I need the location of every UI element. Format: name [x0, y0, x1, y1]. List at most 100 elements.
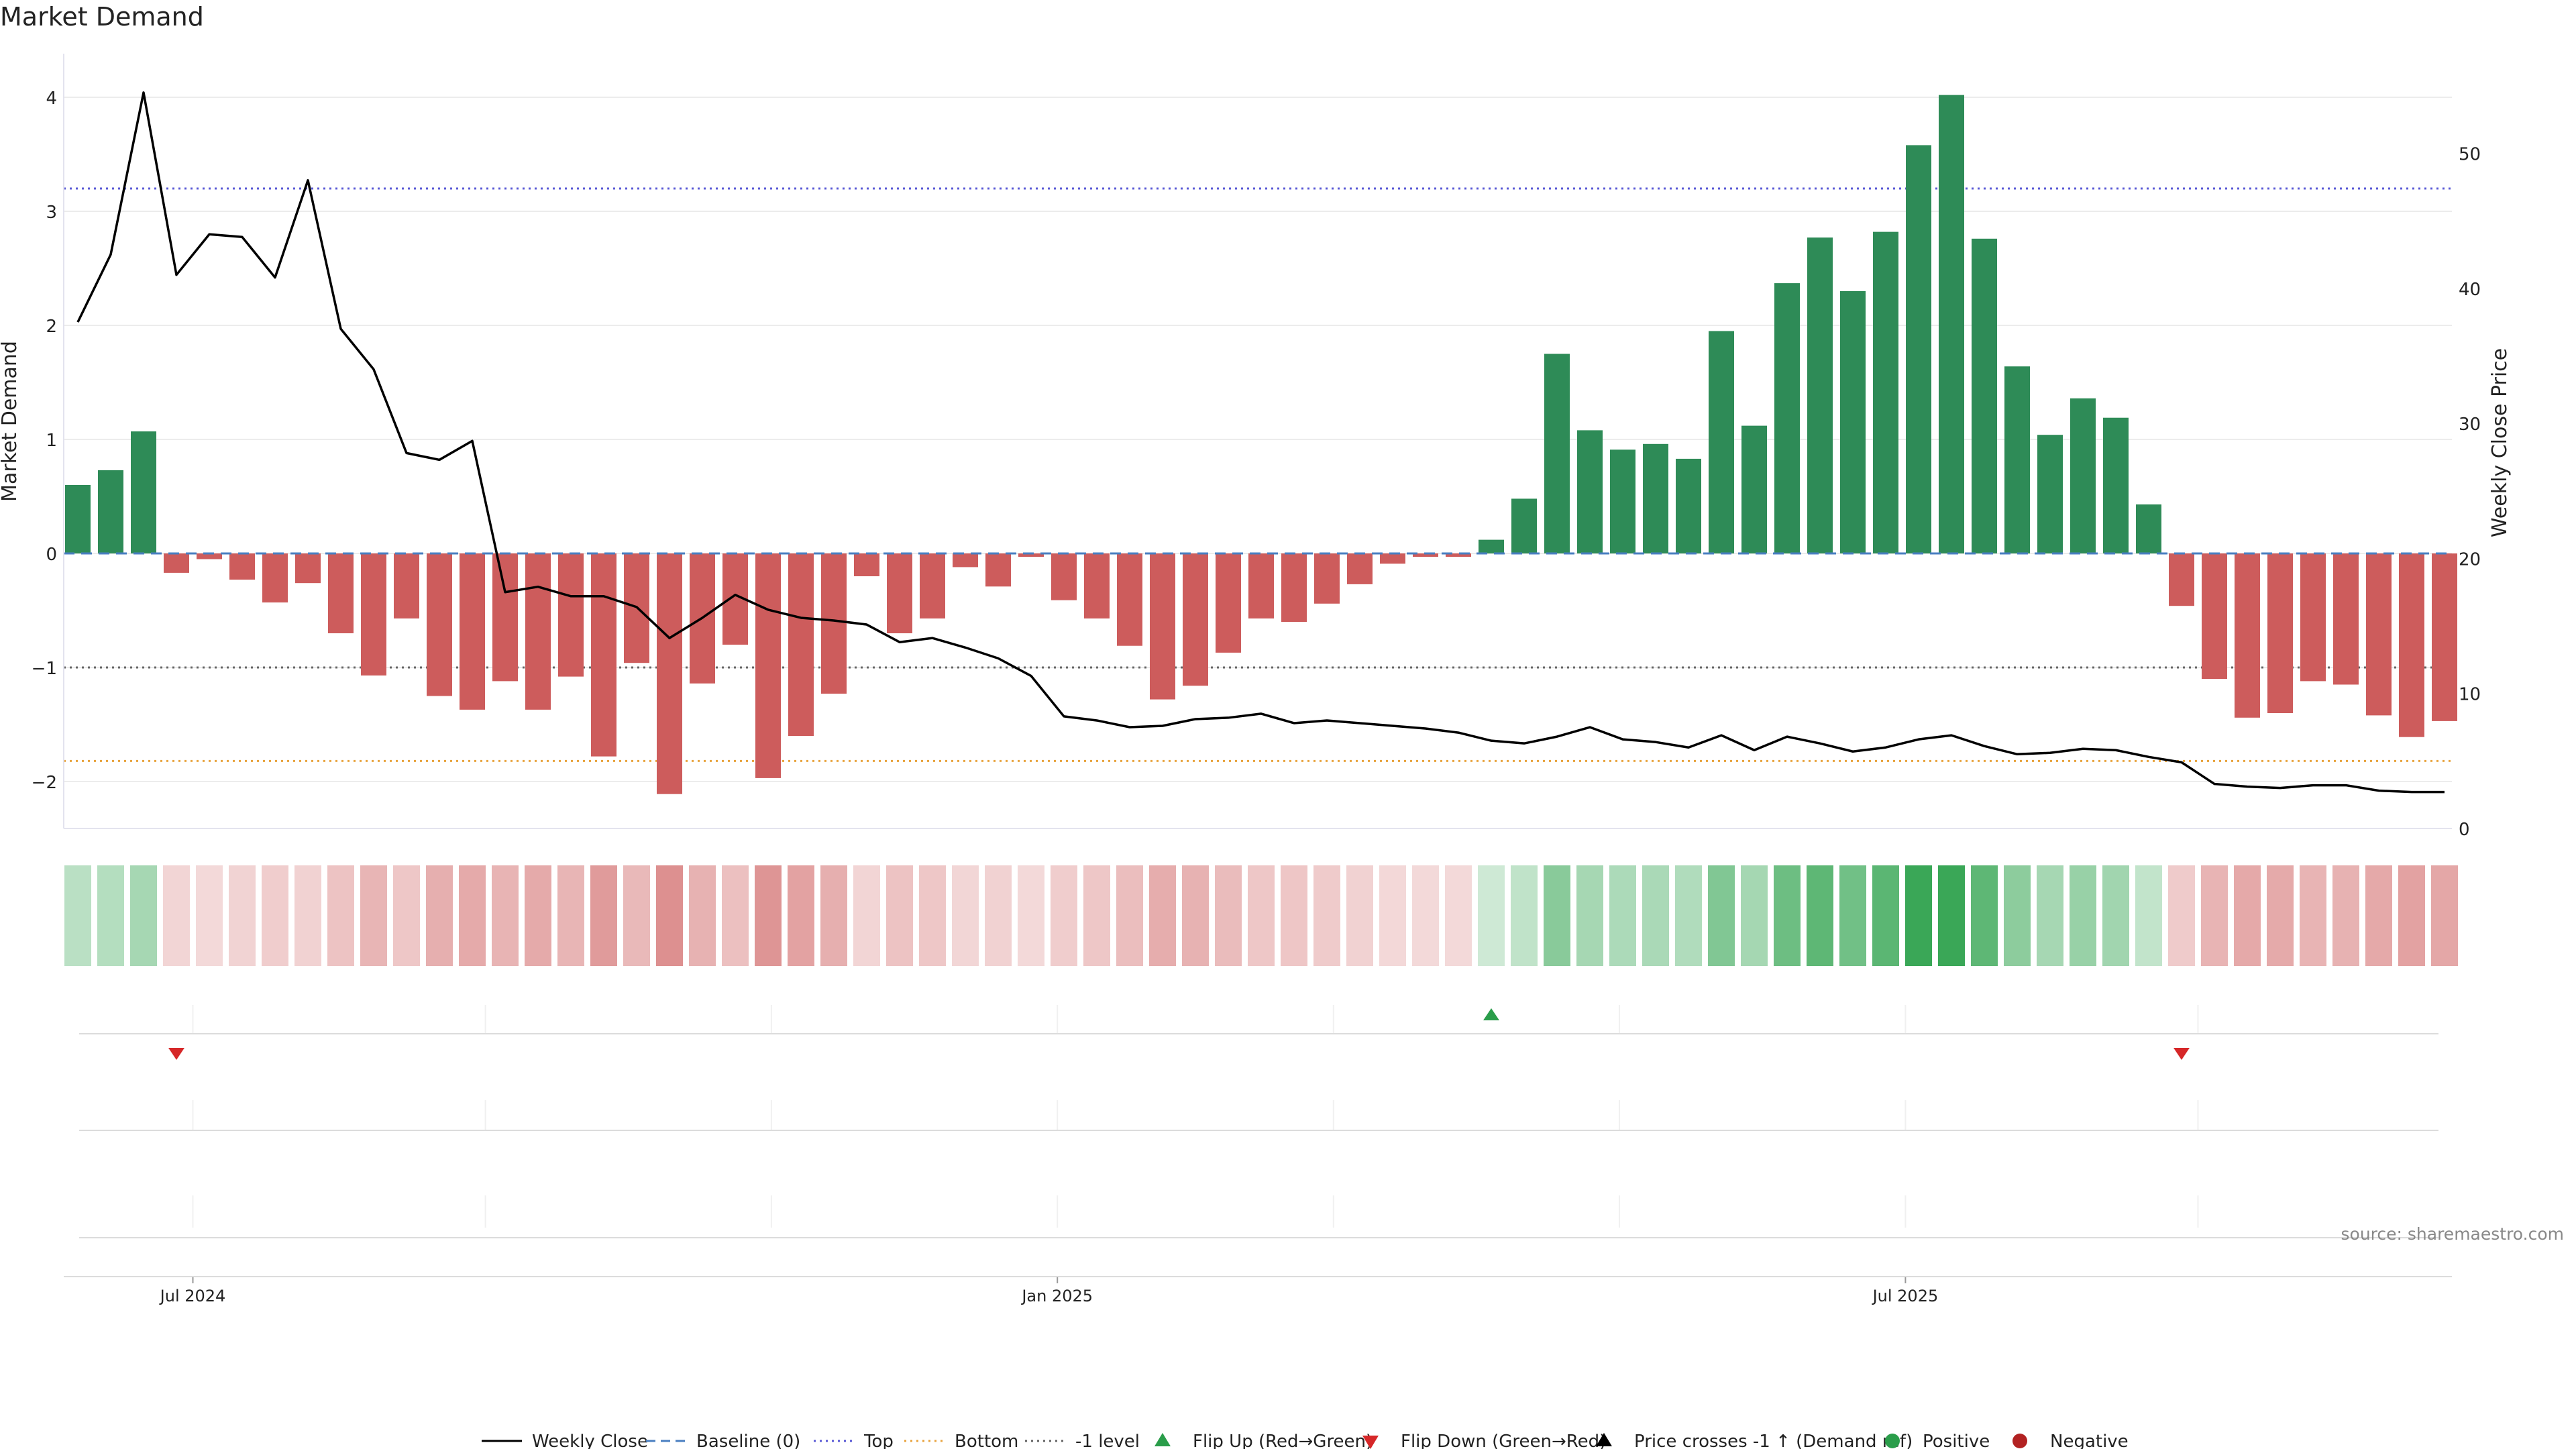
y-axis-label: Market Demand	[0, 341, 21, 502]
legend-label: Bottom	[955, 1432, 1018, 1449]
y-tick-label: −1	[32, 659, 57, 679]
strip-cell	[886, 865, 913, 966]
strip-cell	[2135, 865, 2162, 966]
strip-cell	[952, 865, 979, 966]
strip-cell	[557, 865, 584, 966]
strip-cell	[722, 865, 749, 966]
demand-bar	[1347, 553, 1373, 584]
legend-item: -1 level	[1025, 1432, 1140, 1449]
demand-bar	[2432, 553, 2457, 721]
strip-cell	[820, 865, 847, 966]
y2-tick-label: 10	[2459, 685, 2481, 705]
demand-bar	[854, 553, 879, 576]
demand-bar	[328, 553, 354, 633]
strip-cell	[1872, 865, 1899, 966]
strip-cell	[1971, 865, 1998, 966]
demand-bar	[1183, 553, 1208, 686]
demand-bar	[1774, 283, 1800, 553]
strip-cell	[2102, 865, 2129, 966]
y-tick-label: 1	[46, 431, 57, 451]
strip-cell	[2234, 865, 2261, 966]
x-tick-label: Jul 2025	[1872, 1287, 1939, 1305]
strip-cell	[426, 865, 453, 966]
demand-bar	[2103, 417, 2129, 553]
demand-bar	[920, 553, 945, 619]
demand-bar	[2333, 553, 2359, 685]
strip-cell	[1346, 865, 1373, 966]
demand-bar	[65, 485, 91, 553]
flip-down-marker	[2174, 1048, 2190, 1060]
demand-bar	[1281, 553, 1307, 622]
x-tick-label: Jan 2025	[1020, 1287, 1093, 1305]
demand-bar	[1446, 553, 1471, 557]
demand-bar	[2202, 553, 2227, 679]
strip-cell	[1313, 865, 1340, 966]
legend-label: Negative	[2050, 1432, 2129, 1449]
legend-item: Weekly Close	[482, 1432, 648, 1449]
demand-bar	[1544, 354, 1570, 553]
y-tick-label: −2	[32, 773, 57, 793]
y-tick-label: 3	[46, 203, 57, 223]
strip-cell	[2398, 865, 2425, 966]
demand-bar	[492, 553, 518, 682]
strip-cell	[2300, 865, 2326, 966]
legend-item: Negative	[2012, 1432, 2129, 1449]
legend-label: Flip Up (Red→Green)	[1193, 1432, 1373, 1449]
strip-cell	[2168, 865, 2195, 966]
demand-bar	[953, 553, 978, 568]
strip-cell	[525, 865, 551, 966]
legend-swatch	[1885, 1434, 1900, 1448]
legend-label: -1 level	[1075, 1432, 1140, 1449]
y2-tick-label: 40	[2459, 280, 2481, 300]
strip-cell	[393, 865, 420, 966]
demand-bar	[361, 553, 386, 676]
strip-cell	[1478, 865, 1505, 966]
y2-tick-label: 0	[2459, 820, 2470, 840]
demand-heat-strip	[64, 865, 2458, 966]
demand-bar	[2235, 553, 2260, 718]
legend-label: Price crosses -1 ↑ (Demand ref)	[1634, 1432, 1913, 1449]
demand-bar	[2169, 553, 2194, 606]
strip-cell	[689, 865, 716, 966]
demand-bar	[1972, 238, 1997, 553]
strip-cell	[2070, 865, 2096, 966]
flip-up-marker	[1483, 1008, 1499, 1020]
strip-cell	[360, 865, 387, 966]
demand-bar	[1314, 553, 1340, 604]
strip-cell	[656, 865, 683, 966]
strip-cell	[755, 865, 782, 966]
x-tick-label: Jul 2024	[159, 1287, 226, 1305]
strip-cell	[1576, 865, 1603, 966]
strip-cell	[1708, 865, 1735, 966]
strip-cell	[97, 865, 124, 966]
strip-cell	[1281, 865, 1307, 966]
strip-cell	[196, 865, 223, 966]
demand-bar	[197, 553, 222, 559]
demand-bar	[1051, 553, 1077, 600]
demand-bar	[1741, 425, 1767, 553]
flip-down-marker	[168, 1048, 184, 1060]
demand-bar	[657, 553, 682, 794]
demand-bar	[985, 553, 1011, 587]
legend-swatch	[1155, 1433, 1171, 1446]
demand-bar	[2070, 398, 2096, 553]
demand-bar	[887, 553, 912, 633]
strip-cell	[1938, 865, 1965, 966]
strip-cell	[1182, 865, 1209, 966]
demand-bar	[1643, 443, 1668, 553]
y2-tick-label: 30	[2459, 415, 2481, 435]
strip-cell	[1412, 865, 1439, 966]
y2-axis-label: Weekly Close Price	[2488, 348, 2512, 537]
strip-cell	[327, 865, 354, 966]
demand-bar	[2300, 553, 2326, 682]
demand-bar	[1577, 430, 1603, 553]
demand-bar	[460, 553, 485, 710]
legend-label: Positive	[1923, 1432, 1990, 1449]
strip-cell	[1774, 865, 1801, 966]
strip-cell	[1116, 865, 1143, 966]
strip-cell	[229, 865, 256, 966]
strip-cell	[294, 865, 321, 966]
demand-bar	[1873, 231, 1898, 553]
